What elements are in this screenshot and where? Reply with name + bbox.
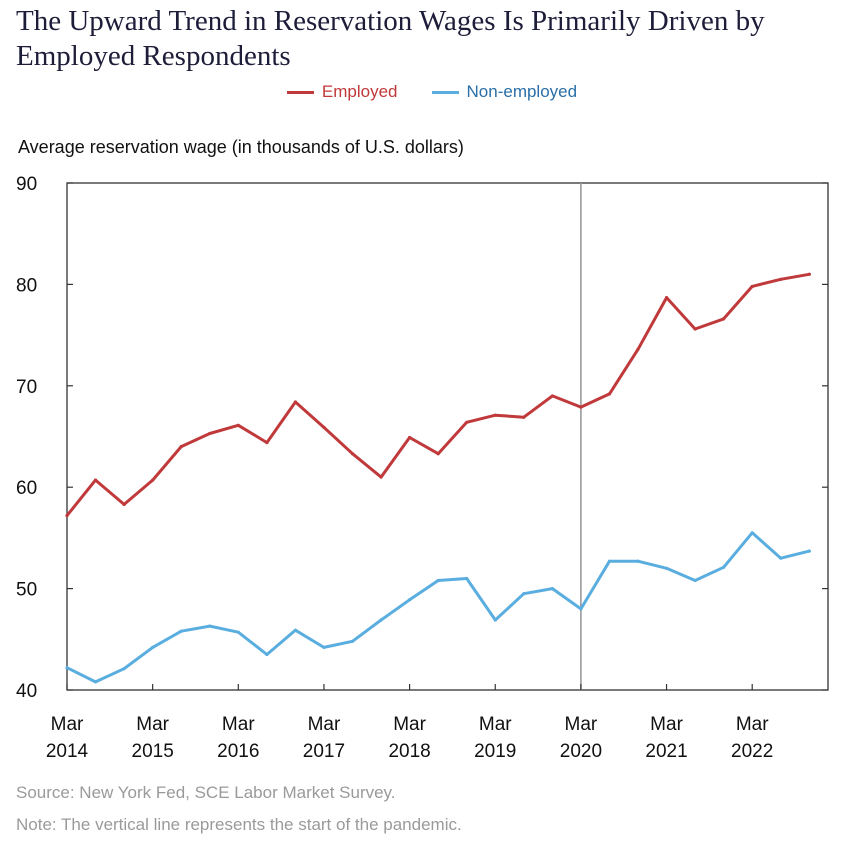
data-point-employed — [779, 277, 783, 281]
x-tick-label-month: Mar — [565, 714, 598, 735]
data-point-employed — [65, 513, 69, 518]
data-point-non-employed — [293, 628, 297, 632]
x-tick-label-month: Mar — [308, 714, 341, 735]
series-line-non-employed — [65, 531, 811, 684]
data-point-non-employed — [379, 618, 383, 622]
data-point-non-employed — [265, 652, 269, 657]
y-tick-label: 70 — [16, 377, 37, 398]
x-tick-label-month: Mar — [51, 714, 84, 735]
legend-label-non-employed: Non-employed — [466, 82, 578, 101]
x-tick-label-year: 2014 — [46, 741, 89, 762]
data-point-non-employed — [522, 592, 526, 596]
x-tick-label-month: Mar — [479, 714, 512, 735]
legend-label-employed: Employed — [321, 82, 398, 101]
data-point-non-employed — [579, 607, 583, 611]
y-tick-label: 50 — [16, 580, 37, 601]
data-point-employed — [350, 452, 355, 456]
data-point-non-employed — [236, 630, 240, 634]
x-tick-label-year: 2015 — [132, 741, 174, 762]
data-point-employed — [322, 425, 326, 429]
legend-swatch-employed — [286, 90, 314, 94]
data-point-non-employed — [664, 566, 669, 570]
data-point-non-employed — [636, 559, 640, 563]
x-tick-label-month: Mar — [222, 714, 255, 735]
data-point-non-employed — [322, 645, 326, 650]
data-point-non-employed — [151, 645, 155, 650]
data-point-non-employed — [807, 549, 811, 553]
data-point-non-employed — [693, 578, 697, 583]
data-point-employed — [465, 420, 469, 424]
series-line-employed — [65, 272, 811, 518]
x-tick-label-month: Mar — [650, 714, 683, 735]
data-point-employed — [522, 415, 526, 419]
data-point-employed — [722, 317, 726, 321]
y-tick-label: 90 — [16, 174, 37, 195]
data-point-non-employed — [350, 639, 355, 643]
data-point-non-employed — [408, 598, 412, 602]
data-point-employed — [636, 347, 640, 351]
data-point-non-employed — [65, 666, 69, 670]
legend-swatch-non-employed — [431, 90, 459, 94]
data-point-non-employed — [436, 578, 440, 583]
chart-title: The Upward Trend in Reservation Wages Is… — [16, 5, 765, 72]
y-tick-label: 80 — [16, 275, 37, 296]
data-point-employed — [807, 272, 811, 276]
x-tick-label-month: Mar — [393, 714, 426, 735]
x-tick-label-month: Mar — [136, 714, 169, 735]
data-point-non-employed — [750, 531, 754, 535]
source-text: Source: New York Fed, SCE Labor Market S… — [16, 783, 396, 802]
data-point-employed — [265, 440, 269, 445]
legend: Employed Non-employed — [0, 82, 864, 102]
data-point-employed — [607, 392, 612, 396]
data-point-non-employed — [208, 624, 212, 628]
data-point-employed — [493, 413, 497, 417]
legend-item-non-employed: Non-employed — [431, 82, 578, 102]
data-point-employed — [550, 394, 554, 398]
plot-frame — [66, 182, 829, 691]
data-point-employed — [293, 400, 297, 404]
data-point-employed — [579, 405, 583, 409]
data-point-employed — [750, 284, 754, 289]
data-point-non-employed — [722, 565, 726, 569]
data-point-employed — [122, 502, 126, 507]
x-tick-label-year: 2017 — [303, 741, 345, 762]
data-point-non-employed — [465, 576, 469, 581]
data-point-employed — [436, 452, 440, 456]
data-point-employed — [179, 445, 183, 449]
data-point-non-employed — [607, 559, 612, 563]
data-point-employed — [93, 478, 98, 482]
y-tick-label: 40 — [16, 681, 37, 702]
data-point-employed — [664, 295, 669, 300]
data-point-non-employed — [493, 618, 497, 622]
x-tick-label-year: 2016 — [217, 741, 259, 762]
y-axis-label: Average reservation wage (in thousands o… — [18, 137, 464, 157]
legend-item-employed: Employed — [286, 82, 398, 102]
data-point-employed — [151, 478, 155, 482]
x-tick-label-year: 2018 — [388, 741, 430, 762]
data-point-employed — [408, 435, 412, 440]
data-point-employed — [693, 327, 697, 331]
x-tick-label-year: 2022 — [731, 741, 773, 762]
data-point-employed — [236, 423, 240, 427]
data-point-non-employed — [93, 680, 98, 684]
data-point-non-employed — [122, 667, 126, 671]
x-tick-label-month: Mar — [736, 714, 769, 735]
note-text: Note: The vertical line represents the s… — [16, 815, 462, 834]
data-point-non-employed — [179, 629, 183, 633]
x-tick-label-year: 2020 — [560, 741, 602, 762]
y-tick-label: 60 — [16, 478, 37, 499]
x-tick-label-year: 2019 — [474, 741, 516, 762]
data-point-employed — [379, 475, 383, 479]
data-point-non-employed — [779, 556, 783, 560]
data-point-non-employed — [550, 587, 554, 591]
data-point-employed — [208, 431, 212, 436]
x-tick-label-year: 2021 — [645, 741, 687, 762]
